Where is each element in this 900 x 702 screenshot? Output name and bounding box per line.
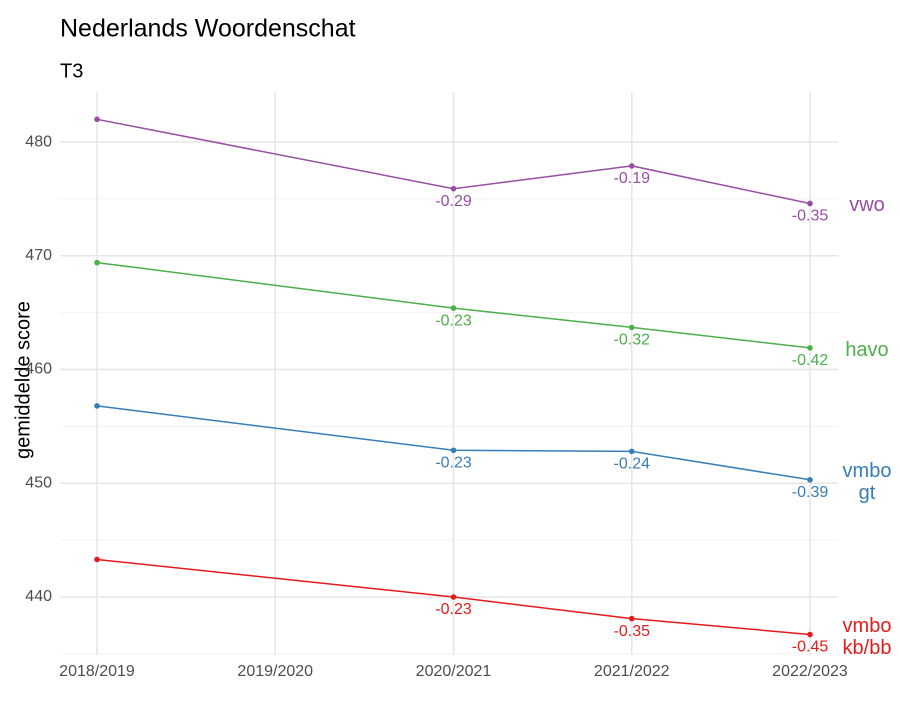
series-line: [96, 118, 811, 205]
value-label: -0.19: [614, 170, 651, 187]
point: [94, 259, 100, 266]
point: [807, 345, 813, 351]
point: [450, 594, 457, 600]
value-label: -0.23: [435, 312, 472, 329]
value-label: -0.24: [614, 456, 651, 473]
point: [807, 200, 813, 207]
y-tick-label: 460: [25, 361, 52, 378]
series-line: [96, 261, 811, 349]
value-label: -0.23: [435, 601, 472, 618]
point: [628, 615, 635, 622]
series-label: vmbo gt: [842, 459, 892, 504]
point: [628, 448, 635, 455]
y-tick-label: 450: [25, 474, 52, 491]
value-label: -0.32: [614, 332, 651, 349]
y-tick-label: 470: [25, 247, 52, 264]
value-label: -0.35: [792, 208, 829, 225]
series-label: vwo: [849, 194, 885, 217]
point: [807, 631, 813, 638]
value-label: -0.35: [614, 623, 651, 640]
value-label: -0.29: [435, 193, 472, 210]
point: [450, 305, 457, 311]
x-tick-label: 2021/2022: [594, 663, 670, 680]
y-tick-label: 440: [25, 588, 52, 605]
value-label: -0.23: [435, 454, 472, 471]
value-label: -0.42: [792, 352, 829, 369]
point: [94, 556, 100, 563]
point: [94, 116, 100, 123]
point: [450, 185, 457, 192]
x-tick-label: 2022/2023: [772, 663, 848, 680]
point: [450, 447, 457, 454]
series-label: havo: [845, 338, 889, 361]
y-tick-label: 480: [25, 133, 52, 150]
series-line: [96, 405, 811, 481]
point: [628, 324, 635, 331]
value-label: -0.45: [792, 639, 829, 656]
series-label: vmbo kb/bb: [842, 614, 892, 659]
point: [628, 163, 635, 169]
x-tick-label: 2019/2020: [237, 663, 313, 680]
chart-subtitle: T3: [60, 60, 83, 82]
x-tick-label: 2018/2019: [59, 663, 135, 680]
y-axis-label: gemiddelde score: [12, 301, 34, 459]
x-tick-label: 2020/2021: [416, 663, 492, 680]
value-label: -0.39: [792, 484, 829, 501]
point: [94, 403, 100, 409]
point: [807, 477, 813, 483]
series-line: [96, 558, 811, 636]
chart-title: Nederlands Woordenschat: [60, 15, 356, 43]
